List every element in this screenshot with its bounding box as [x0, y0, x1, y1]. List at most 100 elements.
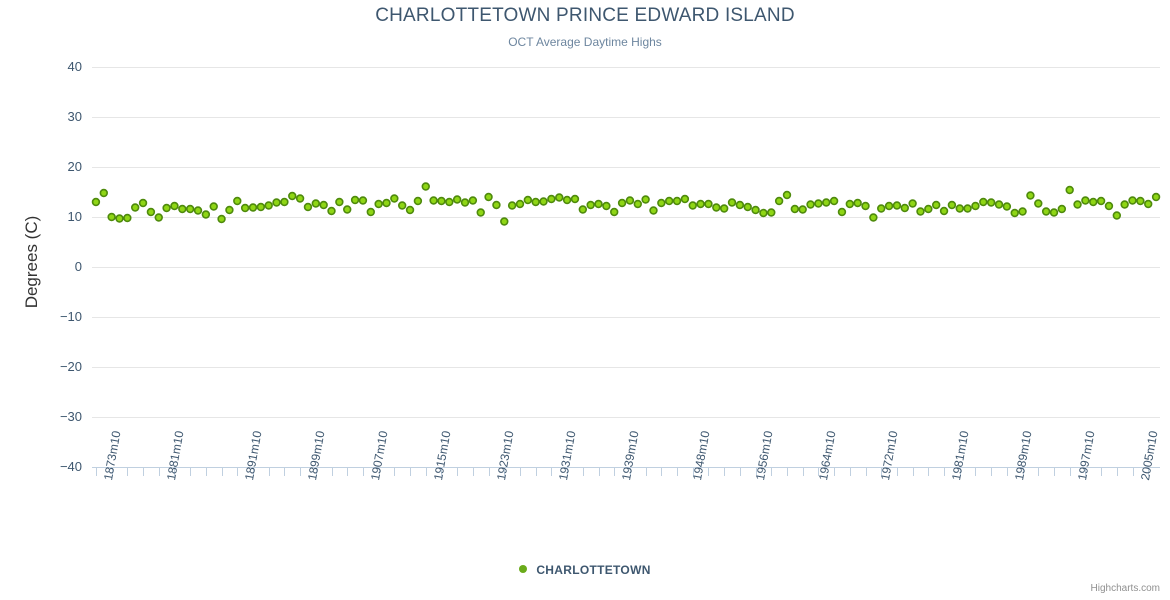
data-point[interactable] [1153, 194, 1159, 200]
data-point[interactable] [493, 202, 500, 208]
data-point[interactable] [1090, 199, 1096, 205]
data-point[interactable] [415, 198, 421, 204]
data-point[interactable] [446, 199, 452, 205]
data-point[interactable] [839, 209, 845, 215]
data-point[interactable] [870, 214, 876, 221]
data-point[interactable] [619, 200, 625, 206]
data-point[interactable] [729, 199, 735, 206]
data-point[interactable] [509, 202, 515, 209]
data-point[interactable] [407, 207, 413, 213]
data-point[interactable] [336, 199, 342, 205]
data-point[interactable] [485, 194, 492, 200]
data-point[interactable] [972, 203, 979, 209]
data-point[interactable] [815, 200, 822, 207]
data-point[interactable] [1059, 206, 1065, 212]
data-point[interactable] [124, 215, 130, 221]
data-point[interactable] [768, 209, 774, 216]
data-point[interactable] [501, 218, 507, 225]
data-point[interactable] [383, 200, 390, 206]
data-point[interactable] [595, 201, 602, 207]
data-point[interactable] [933, 202, 939, 208]
data-point[interactable] [376, 201, 382, 207]
data-point[interactable] [666, 198, 672, 204]
data-point[interactable] [548, 196, 555, 202]
data-point[interactable] [737, 202, 743, 208]
data-point[interactable] [650, 207, 657, 214]
data-point[interactable] [431, 197, 437, 204]
data-point[interactable] [1027, 192, 1034, 199]
data-point[interactable] [1106, 203, 1112, 209]
data-point[interactable] [321, 202, 327, 208]
data-point[interactable] [917, 208, 924, 215]
data-point[interactable] [760, 210, 767, 216]
data-point[interactable] [965, 205, 971, 212]
data-point[interactable] [807, 201, 814, 208]
data-point[interactable] [454, 196, 460, 203]
data-point[interactable] [525, 197, 531, 203]
data-point[interactable] [1082, 197, 1088, 204]
data-point[interactable] [1051, 209, 1057, 216]
data-point[interactable] [713, 204, 719, 211]
data-point[interactable] [203, 211, 209, 218]
data-point[interactable] [988, 199, 994, 206]
data-point[interactable] [776, 198, 782, 204]
data-point[interactable] [1004, 203, 1010, 210]
data-point[interactable] [540, 198, 547, 205]
data-point[interactable] [823, 199, 829, 206]
data-point[interactable] [164, 205, 170, 211]
data-point[interactable] [1122, 201, 1128, 208]
data-point[interactable] [902, 205, 908, 211]
data-point[interactable] [140, 200, 146, 206]
data-point[interactable] [242, 205, 248, 211]
data-point[interactable] [93, 199, 99, 205]
data-point[interactable] [156, 214, 162, 221]
data-point[interactable] [305, 204, 311, 210]
data-point[interactable] [721, 205, 727, 212]
data-point[interactable] [344, 206, 350, 213]
data-point[interactable] [281, 199, 287, 205]
data-point[interactable] [313, 200, 319, 207]
data-point[interactable] [171, 203, 178, 209]
data-point[interactable] [533, 199, 539, 205]
data-point[interactable] [980, 199, 986, 205]
data-point[interactable] [1043, 208, 1049, 215]
data-point[interactable] [1019, 208, 1026, 215]
data-point[interactable] [211, 203, 217, 210]
data-point[interactable] [831, 198, 837, 204]
data-point[interactable] [705, 201, 712, 207]
data-point[interactable] [116, 215, 123, 222]
data-point[interactable] [855, 200, 861, 206]
data-point[interactable] [1145, 201, 1151, 207]
data-point[interactable] [399, 202, 405, 209]
data-point[interactable] [1098, 198, 1104, 204]
data-point[interactable] [148, 209, 154, 215]
data-point[interactable] [800, 206, 806, 213]
data-point[interactable] [478, 209, 484, 216]
data-point[interactable] [266, 202, 272, 209]
data-point[interactable] [847, 201, 853, 207]
data-point[interactable] [643, 196, 649, 203]
data-point[interactable] [289, 193, 295, 199]
data-point[interactable] [132, 204, 138, 211]
data-point[interactable] [462, 199, 468, 206]
credits-label[interactable]: Highcharts.com [1090, 583, 1160, 594]
data-point[interactable] [627, 197, 633, 204]
data-point[interactable] [352, 197, 358, 203]
data-point[interactable] [423, 183, 429, 190]
data-point[interactable] [745, 204, 751, 210]
data-point[interactable] [752, 207, 759, 213]
data-point[interactable] [470, 197, 476, 204]
data-point[interactable] [195, 207, 201, 214]
data-point[interactable] [258, 204, 264, 210]
data-point[interactable] [1114, 212, 1120, 219]
data-point[interactable] [792, 206, 798, 212]
data-point[interactable] [572, 196, 578, 202]
data-point[interactable] [250, 204, 256, 211]
data-point[interactable] [297, 195, 303, 202]
data-point[interactable] [996, 201, 1002, 208]
data-point[interactable] [101, 190, 107, 196]
data-point[interactable] [391, 195, 397, 202]
data-point[interactable] [862, 203, 869, 209]
data-point[interactable] [226, 207, 233, 213]
data-point[interactable] [925, 206, 931, 212]
